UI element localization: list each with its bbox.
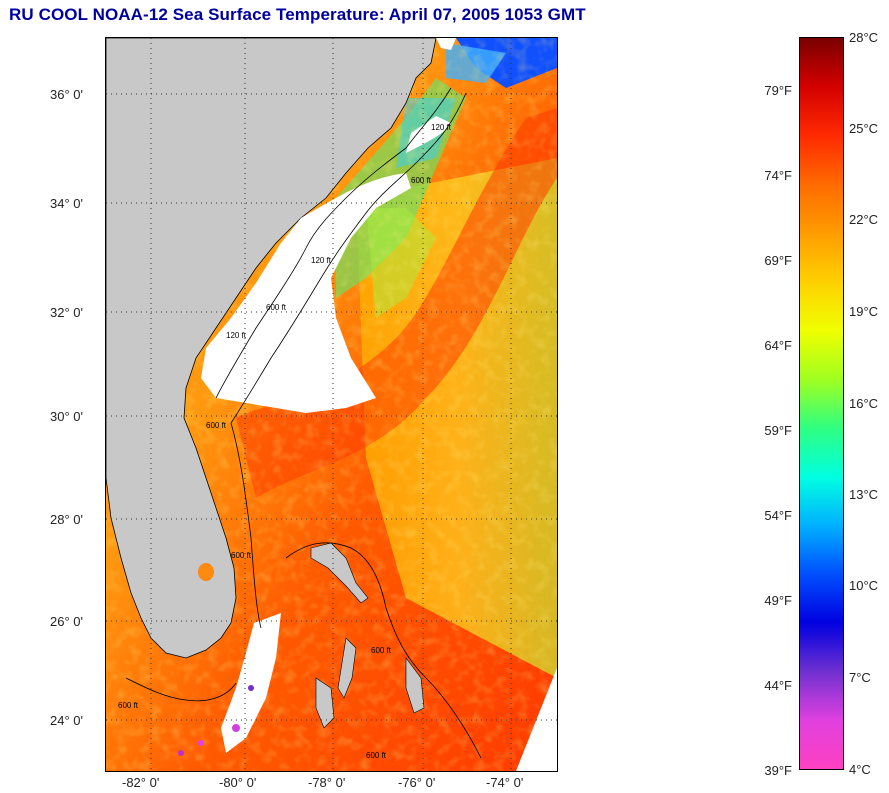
cold-pixel-cluster [178,750,184,756]
fahrenheit-label: 44°F [764,678,792,693]
latitude-label: 28° 0' [50,512,83,527]
celsius-label: 22°C [849,212,879,227]
latitude-label: 34° 0' [50,196,83,211]
celsius-label: 28°C [849,30,879,45]
longitude-label: -74° 0' [486,775,524,790]
celsius-label: 10°C [849,578,879,593]
map-title: RU COOL NOAA-12 Sea Surface Temperature:… [9,5,586,24]
fahrenheit-label: 79°F [764,83,792,98]
isobath-label: 600 ft [371,646,392,655]
isobath-label: 600 ft [411,176,432,185]
latitude-label: 26° 0' [50,614,83,629]
sst-map-canvas: 120 ft 600 ft 120 ft 600 ft 120 ft 600 f… [106,38,557,771]
isobath-label: 600 ft [266,303,287,312]
cloud-mask-florida-keys [221,613,281,753]
cold-pixel-cluster [248,685,254,691]
cloud-mask-north [406,116,451,153]
isobath-line [125,677,237,702]
isobath-label: 120 ft [226,331,247,340]
latitude-label: 36° 0' [50,87,83,102]
celsius-label: 13°C [849,487,879,502]
bahamas-island [310,542,369,604]
celsius-label: 4°C [849,762,871,777]
land-mass [106,38,437,659]
isobath-label: 600 ft [231,551,252,560]
lake-okeechobee [198,563,214,581]
longitude-label: -80° 0' [219,775,257,790]
bahamas-island [315,677,335,729]
isobath-line [230,422,262,629]
fahrenheit-label: 64°F [764,338,792,353]
cold-pixel-cluster [198,740,204,746]
isobath-line [230,92,467,424]
celsius-label: 25°C [849,121,879,136]
latitude-label: 30° 0' [50,409,83,424]
celsius-label: 16°C [849,396,879,411]
latitude-label: 24° 0' [50,713,83,728]
fahrenheit-label: 39°F [764,763,792,778]
fahrenheit-label: 74°F [764,168,792,183]
fahrenheit-label: 49°F [764,593,792,608]
longitude-label: -82° 0' [122,775,160,790]
isobath-line [215,87,452,399]
fahrenheit-label: 69°F [764,253,792,268]
graticule [106,38,557,771]
fahrenheit-label: 59°F [764,423,792,438]
longitude-label: -76° 0' [398,775,436,790]
longitude-label: -78° 0' [308,775,346,790]
cloud-mask-coastal [201,173,411,413]
isobath-label: 120 ft [431,123,452,132]
bahamas-island [405,657,425,714]
celsius-label: 19°C [849,304,879,319]
isobath-label: 600 ft [366,751,387,760]
fahrenheit-label: 54°F [764,508,792,523]
isobath-label: 600 ft [206,421,227,430]
cloud-mask-north-2 [436,38,456,50]
latitude-label: 32° 0' [50,305,83,320]
sst-map: 120 ft 600 ft 120 ft 600 ft 120 ft 600 f… [105,37,558,772]
isobath-label: 600 ft [118,701,139,710]
cold-pixel-cluster [232,724,240,732]
isobath-label: 120 ft [311,256,332,265]
celsius-label: 7°C [849,670,871,685]
bahamas-island [337,637,357,699]
temperature-colorbar [799,37,844,770]
